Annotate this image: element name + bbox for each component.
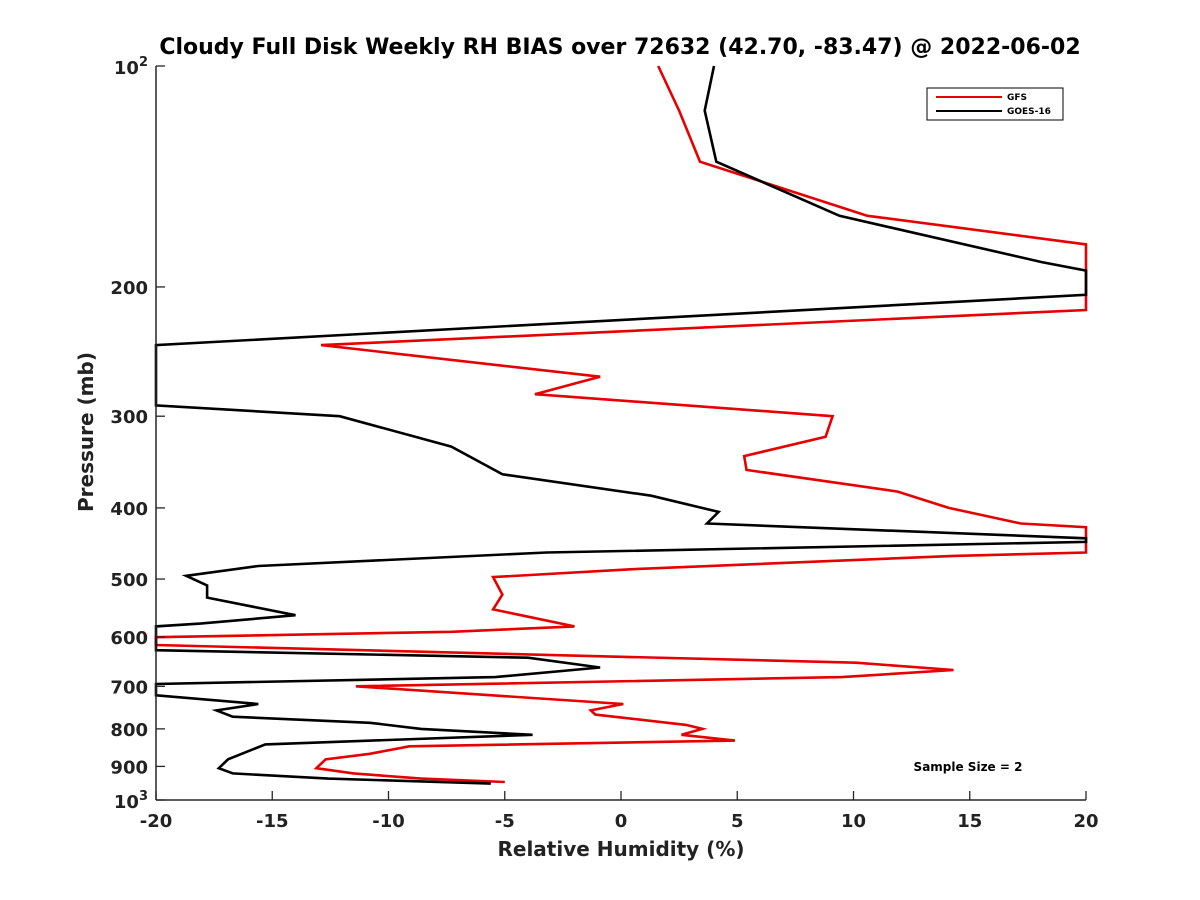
x-tick-label: -15: [256, 811, 289, 832]
x-tick-label: -5: [495, 811, 515, 832]
x-axis-label: Relative Humidity (%): [497, 837, 744, 861]
chart-title: Cloudy Full Disk Weekly RH BIAS over 726…: [159, 35, 1080, 60]
x-tick-label: 5: [731, 811, 744, 832]
legend: GFS GOES-16: [926, 87, 1064, 121]
x-tick-label: 10: [841, 811, 866, 832]
y-tick-label: 900: [110, 757, 148, 778]
y-tick-label: 300: [110, 407, 148, 428]
x-tick-label: 15: [957, 811, 982, 832]
series-line-gfs: [154, 65, 1088, 784]
y-tick-label: 800: [110, 720, 148, 741]
legend-box: [926, 87, 1064, 121]
ticks-layer: -20 -15 -10 -5 0 5 10 15 20 102 200 300 400 500 600 700…: [110, 55, 1098, 832]
legend-label-gfs: GFS: [1007, 93, 1027, 103]
x-tick-label: 20: [1073, 811, 1098, 832]
plot-area: [156, 66, 1086, 800]
y-tick-label: 103: [114, 789, 148, 813]
y-tick-label: 102: [114, 55, 148, 79]
y-tick-label: 200: [110, 278, 148, 299]
x-tick-label: -20: [140, 811, 173, 832]
y-axis-label: Pressure (mb): [74, 352, 98, 512]
y-tick-label: 400: [110, 499, 148, 520]
y-tick-label: 600: [110, 628, 148, 649]
legend-label-goes16: GOES-16: [1007, 107, 1051, 117]
y-tick-label: 700: [110, 677, 148, 698]
sample-size-annotation: Sample Size = 2: [914, 760, 1023, 774]
y-tick-label: 500: [110, 570, 148, 591]
x-tick-label: 0: [615, 811, 628, 832]
x-tick-label: -10: [372, 811, 405, 832]
